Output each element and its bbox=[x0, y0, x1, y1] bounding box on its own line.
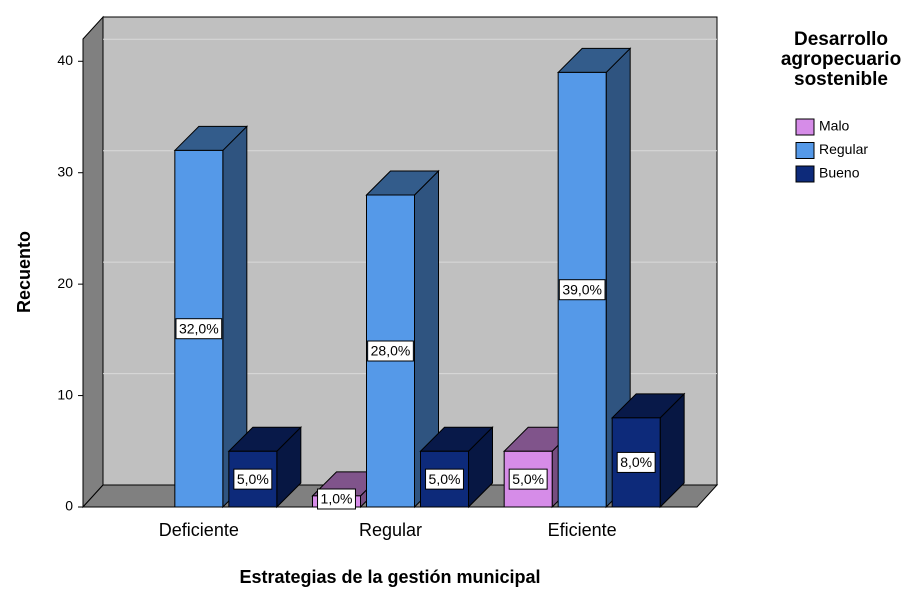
x-tick-label: Regular bbox=[359, 520, 422, 540]
legend-swatch bbox=[795, 165, 815, 183]
left-wall bbox=[82, 15, 104, 509]
value-label: 28,0% bbox=[371, 343, 411, 359]
y-axis-title: Recuento bbox=[14, 231, 34, 313]
value-label: 5,0% bbox=[512, 471, 544, 487]
y-tick-label: 40 bbox=[57, 52, 73, 68]
value-label-box bbox=[616, 451, 656, 473]
value-label: 5,0% bbox=[237, 471, 269, 487]
value-label-box bbox=[558, 279, 606, 301]
y-tick-label: 0 bbox=[65, 498, 73, 514]
value-label: 32,0% bbox=[179, 320, 219, 336]
legend-swatch bbox=[795, 142, 815, 159]
value-label-box bbox=[233, 468, 273, 490]
y-tick-label: 30 bbox=[57, 163, 73, 179]
value-label: 1,0% bbox=[321, 491, 353, 507]
legend-title: Desarrollo agropecuario sostenible bbox=[780, 29, 902, 90]
y-tick-label: 20 bbox=[57, 275, 73, 291]
value-label: 5,0% bbox=[429, 471, 461, 487]
legend-swatch bbox=[795, 118, 815, 136]
y-tick-label: 10 bbox=[57, 386, 73, 402]
legend-label: Malo bbox=[819, 118, 850, 134]
x-tick-label: Eficiente bbox=[548, 520, 617, 540]
legend-label: Bueno bbox=[819, 165, 860, 181]
value-label-box bbox=[175, 318, 223, 340]
value-label-box bbox=[317, 488, 356, 510]
value-label: 8,0% bbox=[620, 454, 652, 470]
value-label-box bbox=[425, 468, 464, 490]
x-tick-label: Deficiente bbox=[159, 520, 239, 540]
value-label: 39,0% bbox=[562, 281, 602, 297]
x-axis-title: Estrategias de la gestión municipal bbox=[239, 567, 540, 587]
value-label-box bbox=[367, 340, 414, 362]
value-label-box bbox=[508, 468, 548, 490]
legend-label: Regular bbox=[819, 141, 868, 157]
